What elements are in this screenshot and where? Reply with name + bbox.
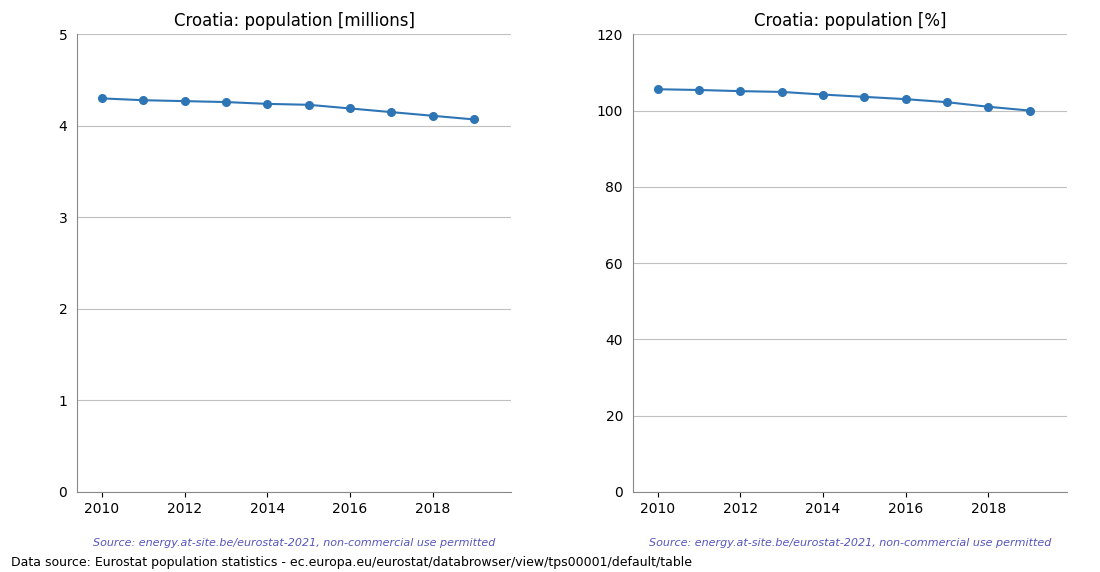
- Text: Data source: Eurostat population statistics - ec.europa.eu/eurostat/databrowser/: Data source: Eurostat population statist…: [11, 556, 692, 569]
- Title: Croatia: population [millions]: Croatia: population [millions]: [174, 12, 415, 30]
- Text: Source: energy.at-site.be/eurostat-2021, non-commercial use permitted: Source: energy.at-site.be/eurostat-2021,…: [649, 538, 1052, 547]
- Title: Croatia: population [%]: Croatia: population [%]: [754, 12, 946, 30]
- Text: Source: energy.at-site.be/eurostat-2021, non-commercial use permitted: Source: energy.at-site.be/eurostat-2021,…: [92, 538, 495, 547]
